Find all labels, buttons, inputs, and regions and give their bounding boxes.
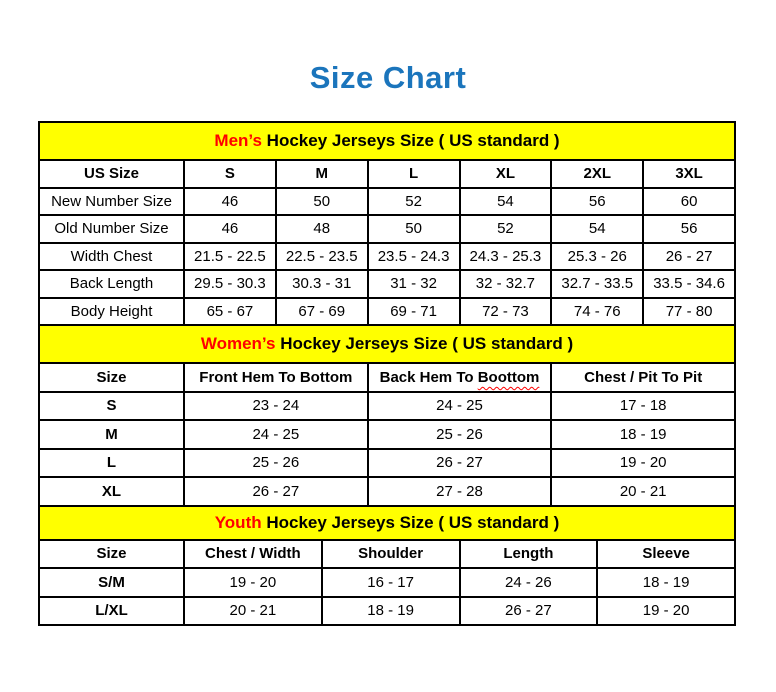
misspelled-word: Boottom: [477, 368, 540, 386]
size-value-cell: 32.7 - 33.5: [552, 271, 643, 297]
column-header: L: [368, 161, 459, 187]
size-value-cell: 54: [552, 216, 643, 242]
size-value-cell: 23.5 - 24.3: [368, 243, 459, 269]
size-value-cell: 19 - 20: [598, 597, 734, 624]
column-header: Sleeve: [598, 540, 734, 567]
row-label: L: [40, 449, 183, 476]
size-value-cell: 20 - 21: [185, 597, 321, 624]
column-header: Chest / Pit To Pit: [552, 364, 734, 391]
size-value-cell: 18 - 19: [322, 597, 459, 624]
column-header: US Size: [40, 161, 183, 187]
column-header: Size: [40, 540, 183, 567]
size-value-cell: 26 - 27: [644, 243, 734, 269]
size-value-cell: 69 - 71: [368, 298, 459, 324]
youth-size-table: Size Chest / Width Shoulder Length Sleev…: [40, 540, 734, 624]
size-value-cell: 26 - 27: [460, 597, 597, 624]
row-label: M: [40, 421, 183, 448]
size-value-cell: 24 - 26: [460, 569, 597, 596]
size-value-cell: 21.5 - 22.5: [185, 243, 275, 269]
size-value-cell: 48: [276, 216, 367, 242]
mens-section-banner: Men’s Hockey Jerseys Size ( US standard …: [40, 123, 734, 159]
row-label: S: [40, 392, 183, 419]
womens-banner-text: Hockey Jerseys Size ( US standard ): [275, 334, 574, 353]
womens-section-banner: Women’s Hockey Jerseys Size ( US standar…: [40, 326, 734, 362]
size-value-cell: 27 - 28: [368, 478, 551, 505]
size-chart-tables: Men’s Hockey Jerseys Size ( US standard …: [38, 121, 736, 626]
page-title: Size Chart: [309, 60, 467, 95]
row-label: S/M: [40, 569, 183, 596]
column-header: Front Hem To Bottom: [185, 364, 367, 391]
row-label: New Number Size: [40, 188, 183, 214]
size-value-cell: 29.5 - 30.3: [185, 271, 275, 297]
size-value-cell: 65 - 67: [185, 298, 275, 324]
column-header: 2XL: [552, 161, 643, 187]
row-label: XL: [40, 478, 183, 505]
youth-banner-highlight: Youth: [214, 512, 262, 532]
size-value-cell: 18 - 19: [598, 569, 734, 596]
size-value-cell: 52: [460, 216, 551, 242]
size-value-cell: 46: [185, 188, 275, 214]
size-value-cell: 46: [185, 216, 275, 242]
size-value-cell: 19 - 20: [185, 569, 321, 596]
size-value-cell: 72 - 73: [460, 298, 551, 324]
size-value-cell: 54: [460, 188, 551, 214]
row-label: Body Height: [40, 298, 183, 324]
size-value-cell: 24.3 - 25.3: [460, 243, 551, 269]
size-value-cell: 30.3 - 31: [276, 271, 367, 297]
size-value-cell: 50: [368, 216, 459, 242]
size-value-cell: 33.5 - 34.6: [644, 271, 734, 297]
womens-size-table: Size Front Hem To Bottom Back Hem To Boo…: [40, 364, 734, 505]
column-header: 3XL: [644, 161, 734, 187]
row-label: L/XL: [40, 597, 183, 624]
column-header: S: [185, 161, 275, 187]
size-value-cell: 25 - 26: [185, 449, 367, 476]
column-header: Chest / Width: [185, 540, 321, 567]
size-value-cell: 56: [644, 216, 734, 242]
size-value-cell: 25 - 26: [368, 421, 551, 448]
size-value-cell: 50: [276, 188, 367, 214]
youth-section-banner: Youth Hockey Jerseys Size ( US standard …: [40, 506, 734, 539]
size-value-cell: 67 - 69: [276, 298, 367, 324]
youth-banner-text: Hockey Jerseys Size ( US standard ): [261, 512, 560, 532]
size-value-cell: 77 - 80: [644, 298, 734, 324]
column-header: Back Hem To Boottom: [368, 364, 551, 391]
size-value-cell: 52: [368, 188, 459, 214]
size-value-cell: 17 - 18: [552, 392, 734, 419]
size-value-cell: 25.3 - 26: [552, 243, 643, 269]
size-value-cell: 24 - 25: [368, 392, 551, 419]
column-header: Size: [40, 364, 183, 391]
size-value-cell: 24 - 25: [185, 421, 367, 448]
mens-size-table: US Size S M L XL 2XL 3XL New Number Size…: [40, 161, 734, 324]
womens-banner-highlight: Women’s: [200, 334, 276, 353]
row-label: Back Length: [40, 271, 183, 297]
mens-banner-text: Hockey Jerseys Size ( US standard ): [261, 131, 560, 150]
size-value-cell: 31 - 32: [368, 271, 459, 297]
row-label: Old Number Size: [40, 216, 183, 242]
column-header: Shoulder: [322, 540, 459, 567]
size-value-cell: 60: [644, 188, 734, 214]
row-label: Width Chest: [40, 243, 183, 269]
size-value-cell: 26 - 27: [185, 478, 367, 505]
size-value-cell: 19 - 20: [552, 449, 734, 476]
size-value-cell: 23 - 24: [185, 392, 367, 419]
size-value-cell: 26 - 27: [368, 449, 551, 476]
size-value-cell: 16 - 17: [322, 569, 459, 596]
column-header: Length: [460, 540, 597, 567]
size-value-cell: 18 - 19: [552, 421, 734, 448]
column-header: XL: [460, 161, 551, 187]
size-value-cell: 20 - 21: [552, 478, 734, 505]
size-value-cell: 22.5 - 23.5: [276, 243, 367, 269]
size-value-cell: 56: [552, 188, 643, 214]
column-header: M: [276, 161, 367, 187]
size-value-cell: 32 - 32.7: [460, 271, 551, 297]
column-header-text: Back Hem To: [379, 368, 478, 386]
mens-banner-highlight: Men’s: [214, 131, 262, 150]
size-value-cell: 74 - 76: [552, 298, 643, 324]
